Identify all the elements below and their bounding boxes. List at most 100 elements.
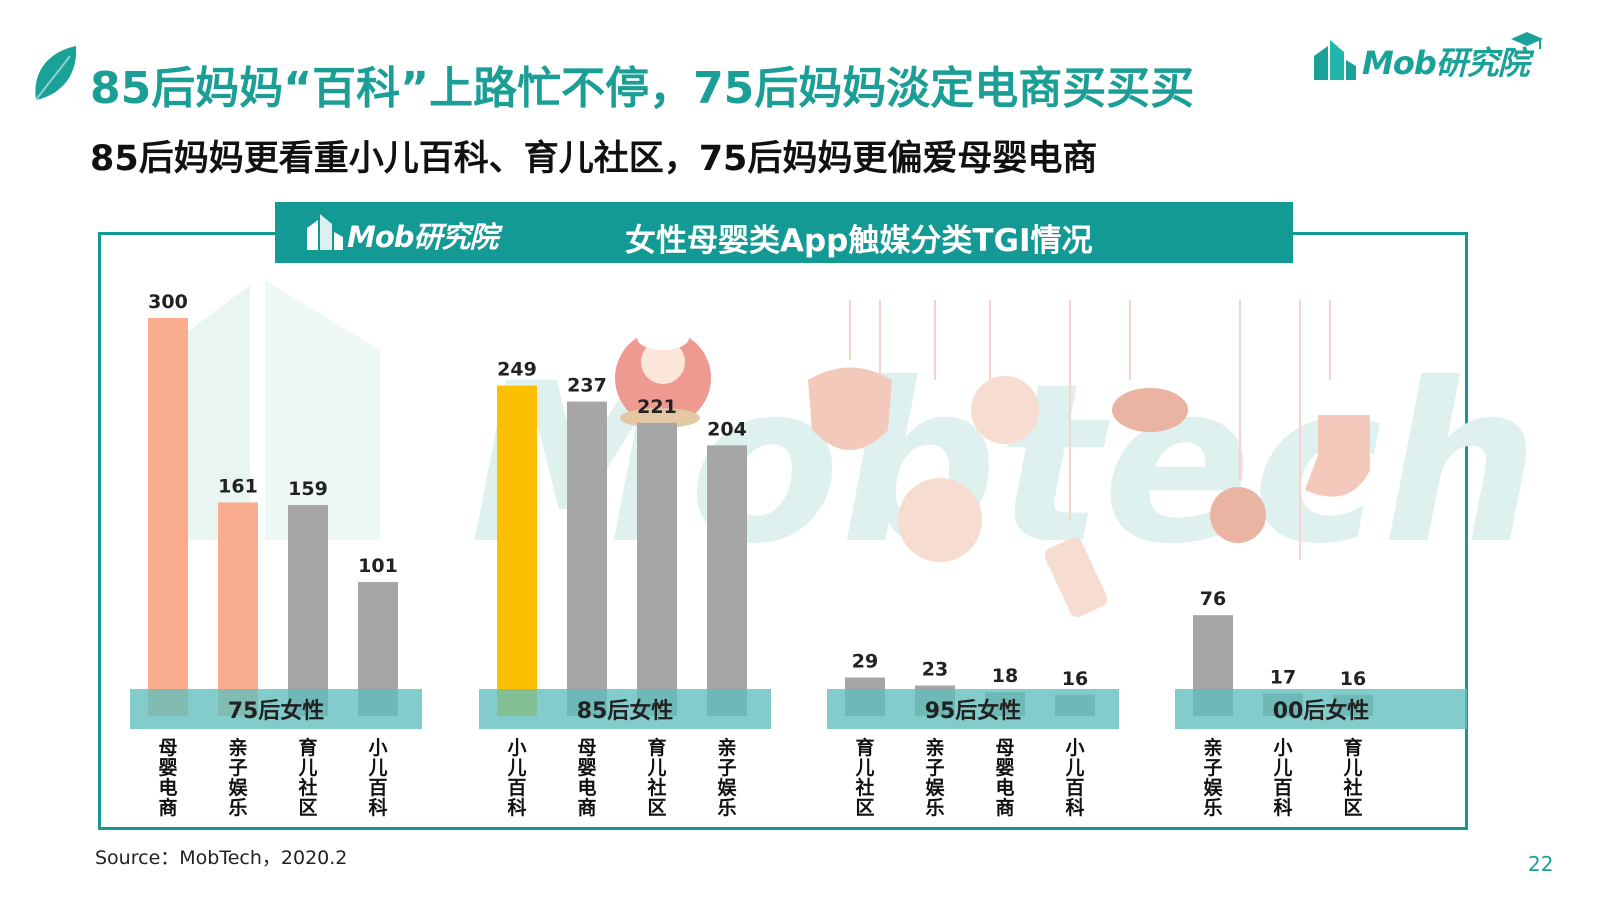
category-label-char: 科 xyxy=(1065,796,1084,819)
category-label-char: 百 xyxy=(1065,777,1084,799)
category-label-char: 区 xyxy=(647,797,666,819)
bar-value-label: 18 xyxy=(992,665,1018,687)
category-label-char: 电 xyxy=(995,776,1014,799)
chart-title: 女性母婴类App触媒分类TGI情况 xyxy=(625,223,1093,259)
category-label-char: 母 xyxy=(577,737,596,759)
category-label-char: 亲 xyxy=(1203,736,1222,759)
bar-value-label: 29 xyxy=(852,651,878,673)
category-label-char: 娱 xyxy=(717,776,737,799)
category-label-char: 科 xyxy=(507,796,526,819)
bar xyxy=(218,502,258,716)
mob-logo: Mob研究院 xyxy=(1310,30,1550,90)
bar-value-label: 159 xyxy=(288,478,328,500)
group-label: 85后女性 xyxy=(577,698,674,724)
category-label-char: 儿 xyxy=(854,757,874,779)
bar-value-label: 76 xyxy=(1200,588,1226,610)
bar xyxy=(567,401,607,716)
baby-decoration xyxy=(615,300,1370,618)
category-label-char: 育 xyxy=(298,736,317,759)
bar-value-label: 23 xyxy=(922,658,948,680)
page-subtitle: 85后妈妈更看重小儿百科、育儿社区，75后妈妈更偏爱母婴电商 xyxy=(90,139,1098,179)
category-label-char: 母 xyxy=(995,737,1014,759)
category-label-char: 娱 xyxy=(925,776,945,799)
bar-value-label: 300 xyxy=(148,291,188,313)
category-label-char: 乐 xyxy=(925,797,944,819)
category-label-char: 小 xyxy=(368,737,387,759)
category-label-char: 乐 xyxy=(717,797,736,819)
bar xyxy=(148,318,188,716)
category-label-char: 百 xyxy=(368,777,387,799)
page-title: 85后妈妈“百科”上路忙不停，75后妈妈淡定电商买买买 xyxy=(90,63,1195,114)
portrait-face xyxy=(641,340,685,384)
category-label-char: 娱 xyxy=(1203,776,1223,799)
bar-value-label: 237 xyxy=(567,375,607,397)
leaf-icon xyxy=(35,46,77,101)
source-note: Source：MobTech，2020.2 xyxy=(95,847,348,869)
category-label-char: 婴 xyxy=(995,757,1014,779)
category-label-char: 儿 xyxy=(1064,757,1084,779)
group-band xyxy=(827,689,1119,729)
bar xyxy=(707,445,747,716)
group-label: 95后女性 xyxy=(925,698,1022,724)
category-label-char: 商 xyxy=(577,796,596,819)
category-label-char: 小 xyxy=(1273,737,1292,759)
category-label-char: 儿 xyxy=(1342,757,1362,779)
category-label-char: 小 xyxy=(507,737,526,759)
logo-building-icon xyxy=(1314,40,1356,80)
category-label-char: 子 xyxy=(925,757,944,779)
category-label-char: 儿 xyxy=(367,757,387,779)
category-label-char: 百 xyxy=(1273,777,1292,799)
category-label-char: 育 xyxy=(855,736,874,759)
category-label-char: 区 xyxy=(298,797,317,819)
banner-logo-text: Mob研究院 xyxy=(347,220,499,254)
category-label-char: 子 xyxy=(228,757,247,779)
chart-title-banner: Mob研究院 女性母婴类App触媒分类TGI情况 xyxy=(275,202,1293,263)
bar xyxy=(497,385,537,716)
category-label-char: 子 xyxy=(1203,757,1222,779)
category-label-char: 儿 xyxy=(1272,757,1292,779)
category-label-char: 娱 xyxy=(228,776,248,799)
category-label-char: 区 xyxy=(855,797,874,819)
nurse-cap xyxy=(637,326,689,350)
category-label-char: 社 xyxy=(1342,776,1362,799)
bar-value-label: 17 xyxy=(1270,666,1296,688)
category-label-char: 母 xyxy=(158,737,177,759)
category-label-char: 婴 xyxy=(158,757,177,779)
category-label-char: 电 xyxy=(158,776,177,799)
rattle-icon xyxy=(1210,487,1266,543)
group-band xyxy=(130,689,422,729)
category-label-char: 百 xyxy=(507,777,526,799)
bar xyxy=(637,422,677,716)
category-label-char: 亲 xyxy=(228,736,247,759)
pacifier-icon xyxy=(1112,388,1188,432)
bar-value-label: 101 xyxy=(358,555,398,577)
bottle-icon xyxy=(1044,537,1108,618)
category-label-char: 亲 xyxy=(925,736,944,759)
group-label: 75后女性 xyxy=(228,698,325,724)
category-label-char: 婴 xyxy=(577,757,596,779)
duck-icon xyxy=(971,376,1039,444)
category-label-char: 儿 xyxy=(297,757,317,779)
bar-value-label: 204 xyxy=(707,418,747,440)
bib-icon xyxy=(808,367,892,450)
category-label-char: 乐 xyxy=(228,797,247,819)
bar xyxy=(288,505,328,716)
category-label-char: 社 xyxy=(646,776,666,799)
category-label-char: 儿 xyxy=(646,757,666,779)
category-label-char: 亲 xyxy=(717,736,736,759)
banner-logo-icon xyxy=(307,214,343,250)
group-band xyxy=(1175,689,1467,729)
category-label-char: 商 xyxy=(158,796,177,819)
bar-value-label: 16 xyxy=(1340,668,1366,690)
category-label-char: 育 xyxy=(647,736,666,759)
category-label-char: 科 xyxy=(1273,796,1292,819)
category-label-char: 电 xyxy=(577,776,596,799)
teddy-bear-icon xyxy=(898,478,982,562)
category-label-char: 商 xyxy=(995,796,1014,819)
group-band xyxy=(479,689,771,729)
category-label-char: 子 xyxy=(717,757,736,779)
category-label-char: 儿 xyxy=(506,757,526,779)
page-number: 22 xyxy=(1528,852,1554,876)
bar-value-label: 221 xyxy=(637,396,677,418)
category-label-char: 小 xyxy=(1065,737,1084,759)
